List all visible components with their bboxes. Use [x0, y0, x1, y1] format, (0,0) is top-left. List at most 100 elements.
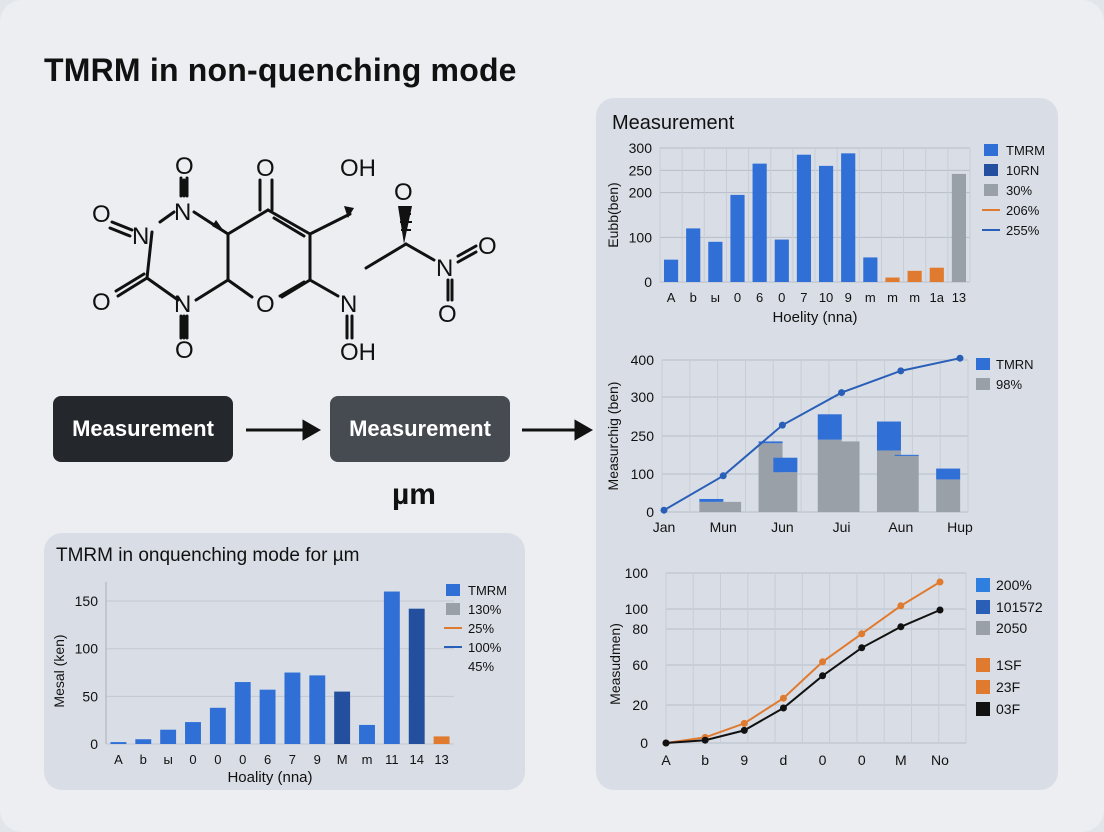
- data-point: [897, 623, 905, 631]
- legend-label: 10RN: [1006, 163, 1039, 178]
- series-line: [665, 609, 941, 744]
- x-tick-label: 13: [434, 752, 448, 767]
- x-tick-label: b: [140, 752, 147, 767]
- x-tick-label: m: [865, 290, 876, 305]
- x-tick-label: M: [895, 752, 907, 768]
- atom-label: N: [174, 199, 191, 226]
- x-tick-label: 6: [756, 290, 763, 305]
- x-tick-label: ы: [711, 290, 720, 305]
- data-point: [897, 367, 905, 375]
- legend-label: TMRM: [468, 583, 507, 598]
- molecule-structure: O O N O N O OH O O N O N N O OH O: [92, 153, 497, 366]
- y-tick-label: 300: [631, 389, 655, 405]
- legend-label: 25%: [468, 621, 494, 636]
- legend-swatch: [984, 164, 998, 176]
- legend-label: 03F: [996, 701, 1020, 717]
- x-tick-label: A: [667, 290, 676, 305]
- y-axis-label: Mesal (ken): [51, 634, 67, 707]
- bar: [234, 682, 251, 744]
- y-tick-label: 300: [629, 140, 653, 156]
- legend-label: 1SF: [996, 657, 1022, 673]
- y-tick-label: 100: [75, 641, 99, 657]
- atom-label: O: [92, 289, 111, 316]
- legend-label: 101572: [996, 599, 1043, 615]
- atom-label: N: [174, 291, 191, 318]
- data-point: [936, 606, 944, 614]
- legend-label: 255%: [1006, 223, 1040, 238]
- bar-blue: [773, 457, 798, 473]
- bar-blue: [758, 441, 783, 444]
- x-tick-label: 0: [214, 752, 221, 767]
- x-tick-label: b: [701, 752, 709, 768]
- chart-line-bottom: 0 20 60 80 100 100 A b 9 d 0 0 M No Measudmen) 200% 1015…: [607, 565, 1043, 768]
- atom-label: N: [436, 255, 453, 282]
- data-point: [838, 389, 846, 397]
- data-point: [660, 506, 668, 514]
- y-axis-label: Measudmen): [607, 623, 623, 705]
- x-tick-label: d: [780, 752, 788, 768]
- x-tick-label: No: [931, 752, 949, 768]
- y-tick-label: 150: [75, 593, 99, 609]
- bar-blue: [876, 421, 901, 451]
- y-tick-label: 0: [646, 504, 654, 520]
- x-axis-label: Hoelity (nna): [772, 309, 857, 326]
- bar: [160, 729, 177, 744]
- bar: [841, 153, 856, 282]
- legend-swatch: [976, 600, 990, 614]
- x-tick-label: Aun: [888, 519, 913, 535]
- x-tick-label: 0: [819, 752, 827, 768]
- legend-swatch: [976, 680, 990, 694]
- bar: [334, 691, 351, 744]
- right-panel-title: Measurement: [612, 112, 735, 134]
- bar: [185, 722, 201, 744]
- x-tick-label: 9: [845, 290, 852, 305]
- legend-swatch: [984, 144, 998, 156]
- bar: [774, 239, 789, 282]
- atom-label: O: [394, 179, 413, 206]
- bar-blue: [817, 414, 842, 440]
- y-axis-label: Measurchig (ben): [605, 382, 621, 491]
- bar: [730, 194, 745, 282]
- legend-swatch: [446, 603, 460, 615]
- legend-label: 200%: [996, 577, 1032, 593]
- chart-bar-line-middle: 0 100 250 300 400 Jan Mun Jun Jui Aun Hup Measurchi…: [605, 352, 1034, 535]
- x-tick-label: b: [690, 290, 697, 305]
- bar: [907, 270, 922, 282]
- atom-label: O: [175, 153, 194, 180]
- bar: [209, 707, 226, 744]
- legend-swatch: [976, 621, 990, 635]
- x-tick-label: Mun: [710, 519, 737, 535]
- data-point: [858, 644, 866, 652]
- x-tick-label: Hup: [947, 519, 973, 535]
- page-title: TMRM in non-quenching mode: [44, 52, 517, 88]
- data-point: [701, 736, 709, 744]
- x-tick-label: Jan: [653, 519, 676, 535]
- arrow-head-icon: [574, 419, 594, 441]
- bar: [259, 689, 276, 744]
- x-tick-label: 0: [239, 752, 246, 767]
- y-tick-label: 200: [629, 185, 653, 201]
- left-panel-title: TMRM in onquenching mode for µm: [56, 545, 360, 566]
- y-tick-label: 0: [90, 736, 98, 752]
- legend-label: 100%: [468, 640, 502, 655]
- x-tick-label: 0: [778, 290, 785, 305]
- x-tick-label: 0: [734, 290, 741, 305]
- x-axis-label: Hoality (nna): [227, 769, 312, 786]
- bar-gray: [773, 472, 798, 512]
- x-tick-label: 14: [409, 752, 423, 767]
- atom-label: N: [340, 291, 357, 318]
- flow-arrows: [246, 419, 594, 441]
- bar: [863, 257, 878, 282]
- bar: [796, 154, 812, 282]
- atom-label: O: [256, 291, 275, 318]
- x-tick-label: A: [661, 752, 671, 768]
- bar: [408, 608, 425, 744]
- bar: [885, 277, 900, 282]
- y-axis-label: Eubb(ben): [605, 182, 621, 247]
- y-tick-label: 50: [82, 688, 98, 704]
- legend-swatch: [984, 184, 998, 196]
- atom-label: OH: [340, 339, 376, 366]
- x-tick-label: 9: [314, 752, 321, 767]
